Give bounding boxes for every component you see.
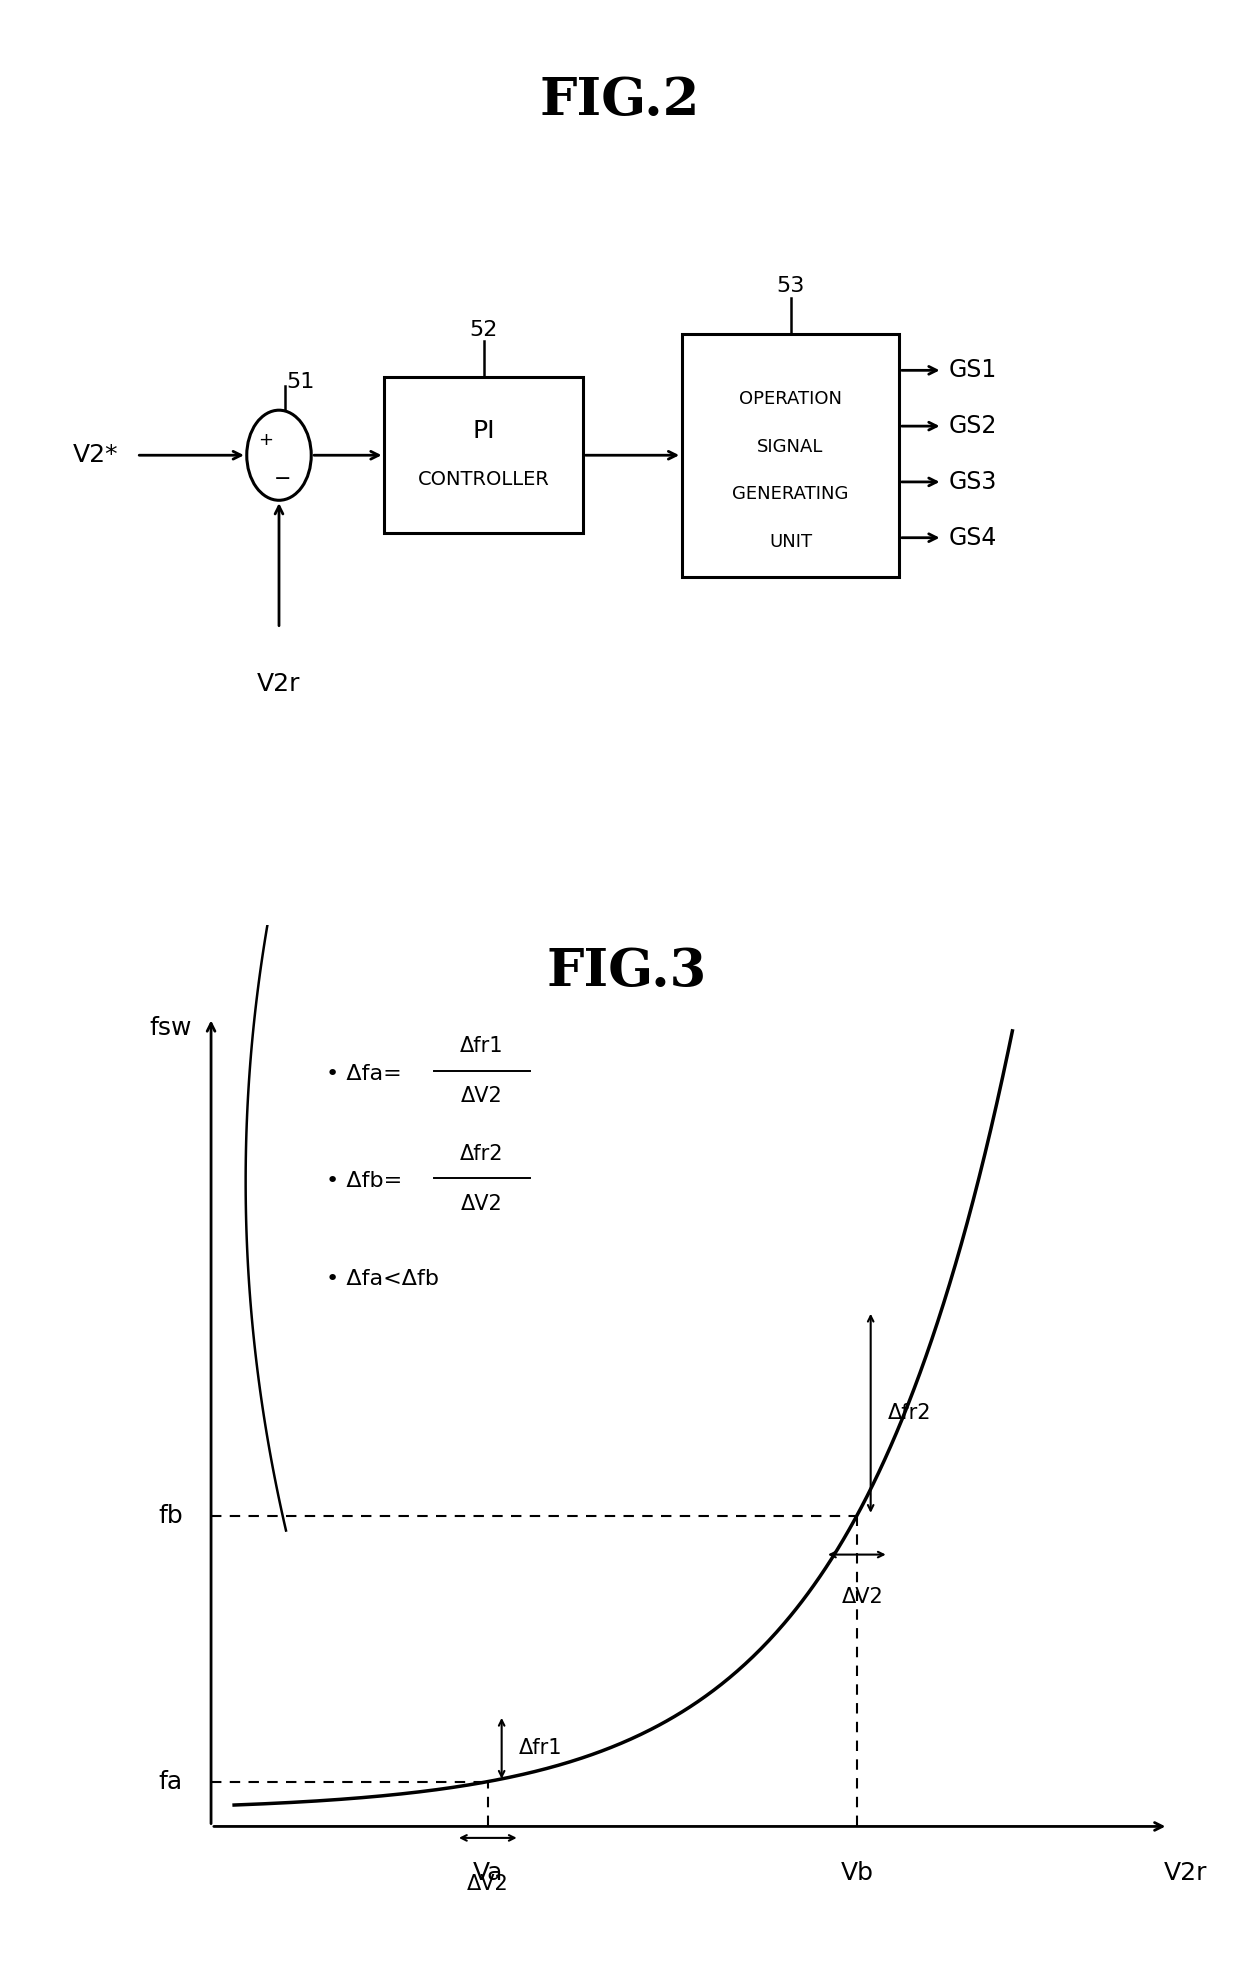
Text: V2r: V2r	[257, 671, 301, 695]
Text: • Δfb=: • Δfb=	[326, 1172, 403, 1191]
Text: V2r: V2r	[1164, 1861, 1208, 1884]
Text: SIGNAL: SIGNAL	[758, 437, 823, 455]
Text: V2*: V2*	[72, 443, 118, 467]
Text: GS3: GS3	[949, 471, 997, 494]
Text: GS4: GS4	[949, 526, 997, 549]
Text: ΔV2: ΔV2	[467, 1874, 508, 1894]
Text: Va: Va	[472, 1861, 503, 1884]
Text: OPERATION: OPERATION	[739, 390, 842, 408]
Text: Δfr1: Δfr1	[460, 1036, 503, 1055]
Text: Vb: Vb	[841, 1861, 873, 1884]
Text: GS2: GS2	[949, 413, 997, 439]
Text: PI: PI	[472, 419, 495, 443]
Text: • Δfa=: • Δfa=	[326, 1063, 402, 1083]
Text: FIG.2: FIG.2	[539, 75, 701, 126]
Text: 52: 52	[470, 319, 497, 339]
Text: fb: fb	[159, 1504, 184, 1528]
Bar	[682, 335, 899, 577]
Text: • Δfa<Δfb: • Δfa<Δfb	[326, 1268, 439, 1288]
Text: −: −	[273, 469, 291, 490]
Text: 51: 51	[286, 372, 315, 392]
Text: fa: fa	[159, 1770, 182, 1794]
Text: Δfr2: Δfr2	[460, 1144, 503, 1164]
Bar	[384, 378, 583, 534]
Text: ΔV2: ΔV2	[461, 1193, 503, 1215]
Text: ΔV2: ΔV2	[461, 1087, 503, 1107]
Text: UNIT: UNIT	[769, 534, 812, 551]
Text: GS1: GS1	[949, 358, 997, 382]
Text: fsw: fsw	[150, 1016, 192, 1040]
Text: FIG.3: FIG.3	[546, 945, 707, 996]
Text: ΔV2: ΔV2	[842, 1587, 883, 1607]
Text: Δfr2: Δfr2	[888, 1404, 931, 1424]
Text: +: +	[258, 431, 273, 449]
Text: 53: 53	[776, 276, 805, 295]
Text: Δfr1: Δfr1	[520, 1739, 563, 1758]
Text: GENERATING: GENERATING	[733, 484, 848, 504]
Text: CONTROLLER: CONTROLLER	[418, 471, 549, 488]
